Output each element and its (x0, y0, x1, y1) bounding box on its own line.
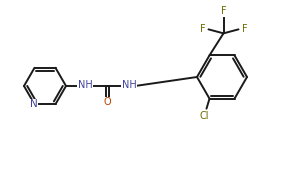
Text: F: F (242, 24, 247, 34)
Text: Cl: Cl (200, 111, 209, 121)
Text: NH: NH (122, 79, 136, 90)
Text: NH: NH (78, 79, 92, 90)
Text: F: F (200, 24, 205, 34)
Text: N: N (30, 99, 37, 109)
Text: O: O (103, 97, 111, 107)
Text: F: F (221, 6, 226, 16)
